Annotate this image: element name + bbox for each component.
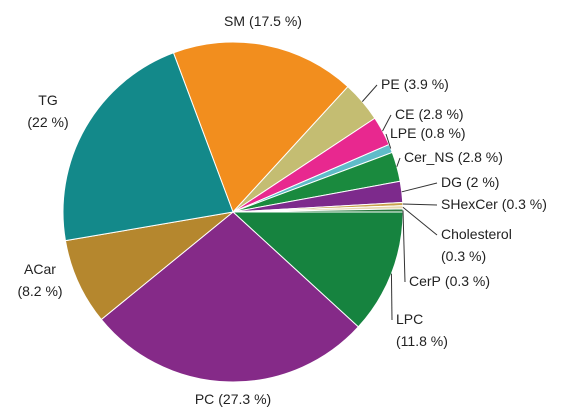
slice-label: Cholesterol (0.3 %) <box>441 226 512 264</box>
category-label: SHexCer <box>441 196 498 212</box>
leader-line <box>396 157 401 167</box>
slice <box>172 41 349 213</box>
value-label: (27.3 %) <box>218 391 271 407</box>
value-label: (3.9 %) <box>404 76 449 92</box>
slice-label: DG (2 %) <box>441 174 499 190</box>
category-label: PE <box>381 76 400 92</box>
slice-label: CerP (0.3 %) <box>409 273 490 289</box>
slice <box>62 52 234 242</box>
value-label: (2 %) <box>466 174 499 190</box>
slice-label: CE (2.8 %) <box>395 106 464 122</box>
value-label: (2.8 %) <box>418 106 463 122</box>
slice-label: TG (22 %) <box>27 92 68 130</box>
leader-line <box>402 210 406 283</box>
leader-line <box>390 273 393 321</box>
slice-label: ACar (8.2 %) <box>17 261 62 299</box>
slice-label: LPE (0.8 %) <box>390 125 466 141</box>
value-label: (8.2 %) <box>17 283 62 299</box>
value-label: (22 %) <box>27 114 68 130</box>
slice-label: Cer_NS (2.8 %) <box>404 149 503 165</box>
pie <box>62 41 404 383</box>
leader-line <box>402 206 438 236</box>
slice-label: PC (27.3 %) <box>195 391 271 407</box>
value-label: (2.8 %) <box>458 149 503 165</box>
category-label: CerP <box>409 273 441 289</box>
leader-line <box>401 182 438 193</box>
value-label: (0.3 %) <box>445 273 490 289</box>
category-label: DG <box>441 174 462 190</box>
slice-label: SM (17.5 %) <box>224 13 302 29</box>
category-label: CE <box>395 106 414 122</box>
leader-line <box>382 114 392 132</box>
value-label: (0.3 %) <box>441 248 486 264</box>
category-label: Cholesterol <box>441 226 512 242</box>
category-label: LPE <box>390 125 416 141</box>
value-label: (11.8 %) <box>396 333 448 349</box>
category-label: SM <box>224 13 245 29</box>
value-label: (0.3 %) <box>502 196 547 212</box>
slice-label: PE (3.9 %) <box>381 76 449 92</box>
slice-label: LPC (11.8 %) <box>396 311 448 349</box>
category-label: Cer_NS <box>404 149 454 165</box>
value-label: (0.8 %) <box>420 125 465 141</box>
leader-line <box>402 203 438 206</box>
category-label: PC <box>195 391 214 407</box>
slice <box>100 211 360 383</box>
category-label: ACar <box>24 261 56 277</box>
leader-line <box>385 133 392 149</box>
slice <box>64 211 235 321</box>
value-label: (17.5 %) <box>249 13 302 29</box>
slice-label: SHexCer (0.3 %) <box>441 196 547 212</box>
category-label: TG <box>38 92 57 108</box>
leader-line <box>361 84 378 102</box>
category-label: LPC <box>396 311 423 327</box>
